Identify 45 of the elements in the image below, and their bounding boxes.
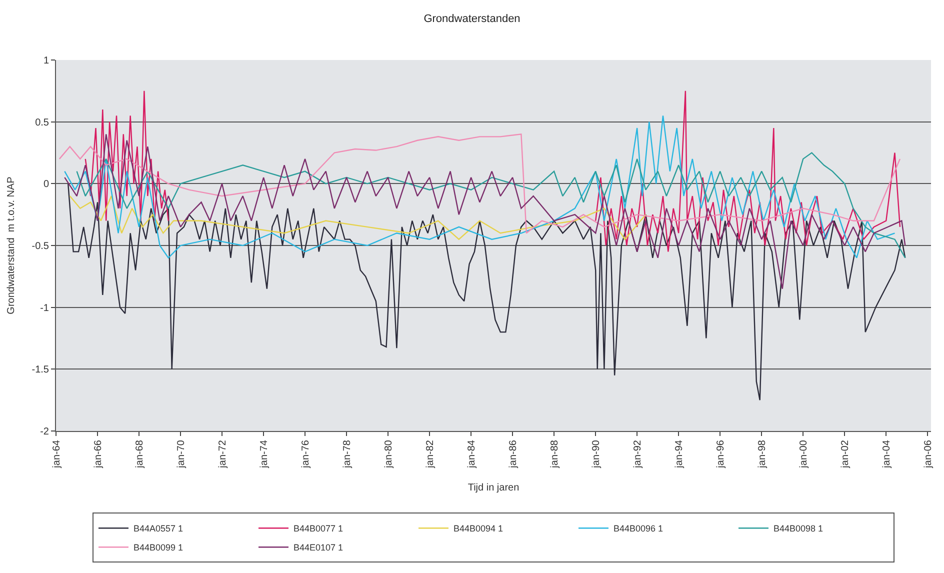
chart-title: Grondwaterstanden — [424, 13, 520, 26]
legend-label: B44B0099 1 — [134, 542, 184, 553]
x-tick-label: jan-00 — [798, 440, 810, 469]
legend-label: B44B0094 1 — [454, 524, 504, 534]
x-tick-label: jan-96 — [715, 440, 726, 469]
x-tick-label: jan-72 — [217, 440, 228, 469]
x-tick-label: jan-06 — [922, 440, 934, 469]
x-tick-label: jan-80 — [383, 440, 394, 469]
legend-label: B44B0098 1 — [774, 524, 824, 534]
y-tick-label: -1.5 — [32, 364, 50, 376]
y-tick-label: 0 — [43, 179, 50, 190]
legend-label: B44A0557 1 — [134, 524, 184, 534]
legend-label: B44E0107 1 — [294, 542, 344, 553]
line-series — [69, 195, 646, 240]
y-tick-label: -2 — [40, 426, 50, 438]
x-tick-label: jan-88 — [549, 440, 560, 469]
line-series — [68, 183, 906, 401]
y-tick-label: 0.5 — [35, 117, 50, 128]
x-tick-label: jan-66 — [92, 440, 104, 469]
x-tick-label: jan-76 — [300, 440, 312, 469]
line-series — [64, 115, 896, 258]
x-tick-label: jan-94 — [674, 440, 685, 469]
y-tick-label: 1 — [43, 56, 50, 66]
x-tick-label: jan-64 — [51, 440, 62, 469]
line-series — [58, 134, 901, 234]
y-tick-label: -0.5 — [32, 241, 50, 252]
y-axis-title: Grondwaterstand m t.o.v. NAP — [6, 176, 17, 314]
x-tick-label: jan-02 — [840, 440, 851, 469]
x-tick-label: jan-78 — [342, 440, 353, 469]
x-tick-label: jan-90 — [590, 440, 602, 469]
y-tick-label: -1 — [40, 302, 50, 314]
x-axis-title: Tijd in jaren — [468, 482, 520, 494]
legend-label: B44B0077 1 — [294, 524, 344, 534]
x-tick-label: jan-92 — [632, 440, 644, 469]
x-tick-label: jan-74 — [258, 440, 270, 469]
x-tick-label: jan-86 — [508, 440, 519, 469]
x-tick-label: jan-04 — [881, 440, 892, 469]
x-tick-label: jan-98 — [756, 440, 768, 469]
x-tick-label: jan-82 — [424, 440, 436, 469]
line-series — [76, 152, 906, 258]
x-tick-label: jan-68 — [134, 440, 146, 469]
x-tick-label: jan-84 — [466, 440, 478, 469]
legend-label: B44B0096 1 — [614, 524, 664, 534]
line-series — [64, 134, 906, 290]
x-tick-label: jan-70 — [176, 440, 187, 469]
